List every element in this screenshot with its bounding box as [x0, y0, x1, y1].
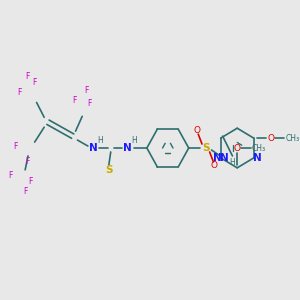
Text: N: N: [124, 143, 132, 153]
Text: H: H: [230, 158, 235, 167]
Text: O: O: [211, 161, 218, 170]
Text: N: N: [89, 143, 98, 153]
Text: S: S: [202, 143, 210, 153]
Text: F: F: [29, 177, 33, 186]
Text: F: F: [17, 88, 22, 97]
Text: F: F: [23, 187, 27, 196]
Text: H: H: [98, 136, 103, 145]
Text: F: F: [25, 158, 29, 166]
Text: N: N: [253, 153, 262, 163]
Text: O: O: [234, 143, 241, 152]
Text: F: F: [84, 86, 88, 95]
Text: CH₃: CH₃: [252, 143, 266, 152]
Text: S: S: [105, 165, 112, 175]
Text: O: O: [267, 134, 274, 142]
Text: F: F: [88, 99, 92, 108]
Text: F: F: [8, 171, 12, 180]
Text: F: F: [32, 78, 37, 87]
Text: F: F: [72, 96, 77, 105]
Text: N: N: [213, 153, 221, 163]
Text: O: O: [194, 126, 201, 135]
Text: F: F: [25, 72, 29, 81]
Text: CH₃: CH₃: [286, 134, 300, 142]
Text: F: F: [14, 142, 18, 151]
Text: H: H: [132, 136, 137, 145]
Text: N: N: [220, 153, 229, 163]
